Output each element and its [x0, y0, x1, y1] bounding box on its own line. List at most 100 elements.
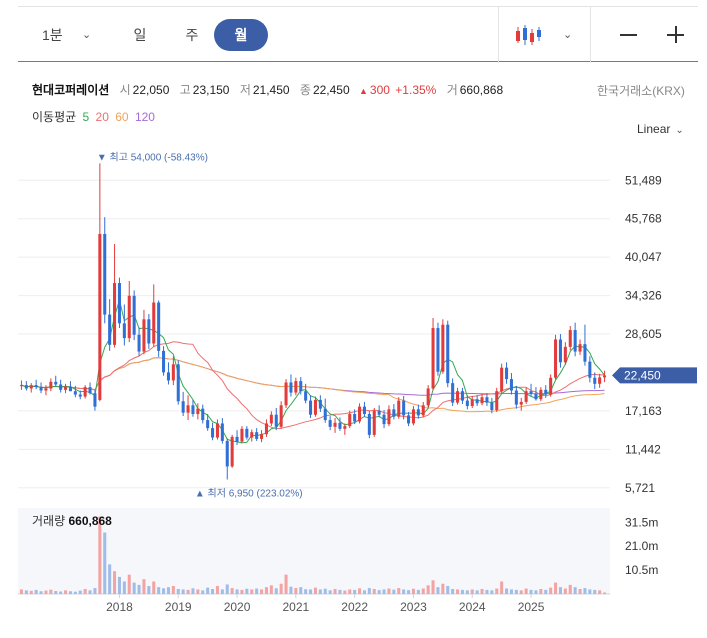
volume-bar: [446, 586, 450, 594]
volume-bar: [563, 588, 567, 594]
candle-body: [323, 408, 327, 421]
volume-bar: [294, 588, 298, 594]
candle-body: [318, 399, 322, 409]
volume-bar: [353, 589, 357, 594]
volume-bar: [470, 589, 474, 594]
candle-body: [49, 381, 53, 389]
volume-label: 거: [446, 83, 458, 97]
stock-name: 현대코퍼레이션: [32, 83, 110, 97]
candle-body: [225, 440, 229, 467]
volume-chart-value: 660,868: [68, 514, 112, 528]
volume-bar: [495, 588, 499, 594]
candle-body: [166, 372, 170, 381]
candle-body: [24, 385, 28, 389]
candle-body: [98, 233, 102, 400]
volume-bar: [44, 590, 48, 594]
volume-bar: [358, 588, 362, 594]
volume-bar: [157, 587, 161, 594]
ma-5: 5: [82, 110, 90, 124]
volume-bar: [206, 587, 210, 594]
candle-body: [554, 339, 558, 378]
zoom-out-button[interactable]: [616, 7, 640, 63]
volume-tick-label: 21.0m: [625, 539, 658, 553]
volume-bar: [529, 589, 533, 594]
up-arrow-icon: ▲: [359, 86, 368, 96]
volume-bar: [539, 588, 543, 594]
y-axis: 51,489 45,768 40,047 34,326 28,605 17,163 11,4…: [612, 173, 697, 495]
volume-bar: [578, 588, 582, 594]
volume-bar: [49, 589, 53, 594]
volume-bar: [289, 586, 293, 594]
candle-body: [387, 409, 391, 425]
volume-bar: [171, 586, 175, 594]
volume-bar: [211, 588, 215, 594]
volume-bar: [436, 587, 440, 594]
volume-bar: [117, 576, 121, 594]
volume-bar: [313, 587, 317, 594]
y-tick-label: 5,721: [625, 481, 655, 495]
tab-month[interactable]: 월: [214, 19, 268, 51]
volume-bar: [230, 588, 234, 594]
candle-body: [372, 410, 376, 435]
candle-body: [206, 420, 210, 429]
volume-bar: [411, 588, 415, 594]
volume-bar: [240, 589, 244, 594]
zoom-in-button[interactable]: [663, 7, 687, 63]
volume-bar: [348, 589, 352, 594]
candle-body: [171, 364, 175, 381]
volume-bar: [490, 590, 494, 594]
volume-tick-label: 31.5m: [625, 515, 658, 529]
annotations: ▼ 최고 54,000 (-58.43%) ▲ 최저 6,950 (223.02%…: [97, 151, 303, 499]
candle-body: [480, 397, 484, 404]
candle-body: [514, 390, 518, 405]
x-tick-label: 2022: [341, 600, 368, 614]
current-price-tag: [612, 367, 697, 384]
chevron-down-icon[interactable]: ⌄: [563, 29, 573, 41]
candle-body: [289, 382, 293, 393]
tab-week[interactable]: 주: [185, 27, 199, 43]
y-tick-label: 34,326: [625, 289, 662, 303]
candle-body: [313, 399, 317, 415]
candle-body: [460, 391, 464, 401]
candle-body: [108, 314, 112, 345]
candle-body: [299, 381, 303, 392]
candlestick-icon[interactable]: [515, 23, 541, 47]
candle-body: [402, 400, 406, 416]
volume-bar: [485, 589, 489, 594]
volume-bar: [323, 588, 327, 594]
candle-body: [485, 397, 489, 403]
candle-body: [162, 350, 166, 373]
candle-body: [436, 328, 440, 372]
volume-bar: [544, 589, 548, 594]
candle-body: [446, 324, 450, 384]
interval-select[interactable]: 1분 ⌄: [42, 7, 94, 63]
volume-bar: [235, 589, 239, 594]
ma20-line: [21, 341, 605, 430]
interval-label: 1분: [42, 27, 63, 43]
volume-bar: [225, 584, 229, 594]
ma-120: 120: [134, 110, 155, 124]
volume-bar: [260, 589, 264, 594]
volume-bar: [34, 589, 38, 594]
volume-bar: [505, 588, 509, 594]
moving-average-legend[interactable]: 이동평균 5 20 60 120: [32, 108, 158, 125]
candle-body: [431, 328, 435, 389]
candle-body: [88, 387, 92, 394]
x-tick-label: 2021: [282, 600, 309, 614]
low-value: 21,450: [252, 83, 290, 97]
candle-body: [29, 385, 33, 389]
x-tick-label: 2023: [400, 600, 427, 614]
scale-select[interactable]: Linear ⌄: [637, 122, 684, 136]
volume-bar: [201, 590, 205, 594]
volume-bar: [191, 588, 195, 594]
volume-bar: [19, 589, 23, 594]
candle-body: [64, 386, 68, 390]
volume-chart-label: 거래량: [32, 514, 66, 528]
y-tick-label: 40,047: [625, 250, 662, 264]
volume-bar: [245, 588, 249, 594]
volume-bar: [583, 588, 587, 594]
volume-bar: [475, 590, 479, 594]
candle-body: [568, 330, 572, 347]
tab-day[interactable]: 일: [133, 27, 147, 43]
